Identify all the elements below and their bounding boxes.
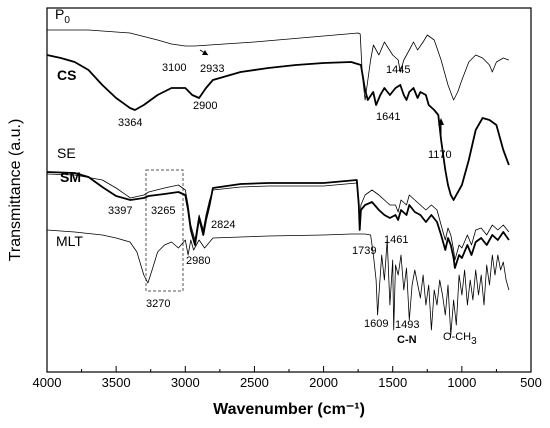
annotation-1461: 1461	[384, 234, 408, 246]
series-cs	[46, 54, 510, 201]
x-tick-label: 500	[520, 375, 542, 390]
annotation-3270: 3270	[146, 298, 170, 310]
x-tick-label: 2000	[309, 375, 338, 390]
arrowhead-2933-icon	[202, 50, 208, 55]
x-axis-title: Wavenumber (cm⁻¹)	[213, 401, 365, 418]
annotation-2980: 2980	[186, 255, 210, 267]
x-tick-label: 1000	[447, 375, 476, 390]
annotation-1609: 1609	[364, 318, 388, 330]
plot-area	[46, 29, 510, 336]
series-labels: P0 CS SE SM MLT	[55, 6, 83, 249]
annotation-3364: 3364	[118, 117, 142, 129]
series-label-sm: SM	[60, 169, 81, 185]
annotation-3100: 3100	[162, 62, 186, 74]
annotation-3265: 3265	[151, 205, 175, 217]
annotation-1493: 1493	[395, 319, 419, 331]
series-label-mlt: MLT	[56, 233, 83, 249]
annotation-1739: 1739	[352, 245, 376, 257]
axes: 4000 3500 3000 2500 2000 1500 1000 500	[33, 7, 542, 390]
annotation-1445: 1445	[386, 64, 410, 76]
peak-annotations: 3100 2933 1445 3364 2900 1641 1170 3397 3265 2824…	[108, 62, 477, 347]
x-tick-label: 1500	[378, 375, 407, 390]
annotation-2824: 2824	[211, 219, 235, 231]
series-mlt	[46, 229, 510, 336]
series-p0	[47, 29, 510, 101]
series-sm	[46, 171, 510, 269]
y-axis-title: Transmittance (a.u.)	[7, 119, 24, 262]
series-label-p0: P0	[55, 6, 70, 26]
annotation-2900: 2900	[193, 100, 217, 112]
annotation-1641: 1641	[376, 111, 400, 123]
highlight-box	[145, 169, 184, 292]
arrowhead-1170-icon	[438, 118, 444, 125]
series-label-cs: CS	[57, 67, 76, 83]
series-se	[46, 173, 510, 261]
annotation-3397: 3397	[108, 205, 132, 217]
annotation-o-ch3: O-CH3	[443, 331, 477, 347]
series-label-se: SE	[57, 145, 76, 161]
x-tick-label: 3500	[102, 375, 131, 390]
x-tick-label: 2500	[240, 375, 269, 390]
x-tick-label: 3000	[171, 375, 200, 390]
annotation-2933: 2933	[200, 63, 224, 75]
annotation-1170: 1170	[428, 149, 452, 161]
x-tick-label: 4000	[33, 375, 62, 390]
annotation-c-n: C-N	[397, 334, 417, 346]
